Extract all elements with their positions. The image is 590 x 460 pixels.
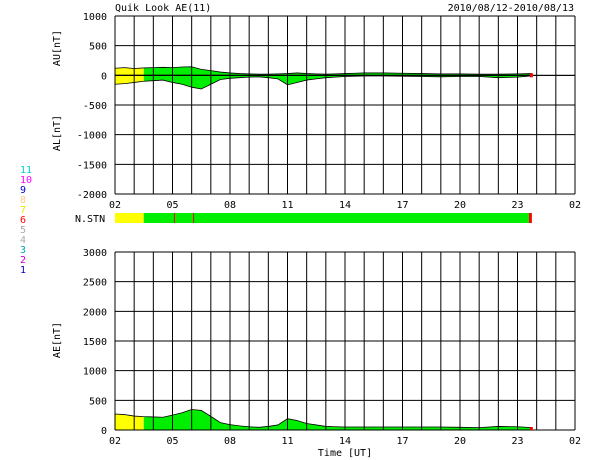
ae-panel: AE[nT] Time [UT] 3000 2500 2000 1500 1000 500… [52, 248, 581, 459]
au-al-series [115, 66, 533, 90]
ae-series [115, 409, 533, 430]
ae-ytick-label: 1000 [83, 367, 107, 378]
au-al-xtick-label: 20 [454, 200, 466, 211]
au-al-ytick-label: -500 [83, 101, 107, 112]
date-range: 2010/08/12-2010/08/13 [448, 3, 574, 14]
au-al-xtick-label: 17 [396, 200, 408, 211]
nstn-segment-red [529, 213, 532, 223]
ae-ytick-label: 500 [89, 396, 107, 407]
au-al-ytick-label: 500 [89, 42, 107, 53]
ae-area-yellow [115, 413, 144, 430]
nstn-segment-green [143, 213, 529, 223]
ae-yellow [115, 413, 144, 430]
ae-xtick-label: 23 [511, 436, 523, 447]
x-axis-title: Time [UT] [318, 448, 372, 459]
legend-station-6: 6 [20, 215, 26, 226]
ae-ytick-label: 0 [101, 426, 107, 437]
au-axis-label: AU[nT] [52, 30, 63, 66]
ae-xtick-label: 14 [339, 436, 351, 447]
al-area-yellow [115, 74, 144, 85]
legend-station-7: 7 [20, 205, 26, 216]
al-axis-label: AL[nT] [52, 115, 63, 151]
chart-title: Quik Look AE(11) [115, 3, 211, 14]
au-al-ytick-label: 0 [101, 71, 107, 82]
au-al-xtick-label: 14 [339, 200, 351, 211]
ae-xtick-label: 05 [166, 436, 178, 447]
nstn-segment-yellow [115, 213, 144, 223]
au-area [143, 66, 533, 76]
legend-station-10: 10 [20, 175, 32, 186]
ae-xtick-label: 20 [454, 436, 466, 447]
ae-green [143, 409, 533, 430]
au-al-xtick-label: 11 [281, 200, 293, 211]
au-al-ytick-label: -1000 [77, 131, 107, 142]
station-count-bar: N.STN [75, 213, 532, 225]
nstn-label: N.STN [75, 214, 105, 225]
legend-station-8: 8 [20, 195, 26, 206]
ae-axis-label: AE[nT] [52, 322, 63, 358]
au-area-yellow [115, 67, 144, 76]
legend-station-11: 11 [20, 165, 32, 176]
au-al-end-marker [529, 73, 533, 78]
au-al-xtick-label: 05 [166, 200, 178, 211]
au-al-green [143, 66, 533, 90]
ae-xtick-label: 17 [396, 436, 408, 447]
au-al-ytick-label: -2000 [77, 190, 107, 201]
ae-xtick-label: 08 [224, 436, 236, 447]
ae-ytick-label: 2500 [83, 278, 107, 289]
au-al-ytick-label: -1500 [77, 160, 107, 171]
ae-end-marker [529, 427, 533, 430]
legend-station-5: 5 [20, 225, 26, 236]
au-al-xtick-label: 02 [109, 200, 121, 211]
au-al-yellow [115, 67, 144, 85]
ae-ytick-label: 2000 [83, 307, 107, 318]
al-area [143, 74, 533, 90]
ae-ytick-label: 3000 [83, 248, 107, 259]
au-al-xtick-label: 23 [511, 200, 523, 211]
ae-xtick-label: 02 [569, 436, 581, 447]
legend-station-4: 4 [20, 235, 26, 246]
legend-station-1: 1 [20, 265, 26, 276]
ae-area [143, 409, 533, 430]
ae-ytick-label: 1500 [83, 337, 107, 348]
au-al-xtick-label: 02 [569, 200, 581, 211]
legend-station-3: 3 [20, 245, 26, 256]
au-al-panel: AU[nT] AL[nT] 1000 500 0 -500 -1000 -1500 -200… [52, 12, 581, 211]
ae-xtick-label: 11 [281, 436, 293, 447]
legend-station-9: 9 [20, 185, 26, 196]
legend-station-2: 2 [20, 255, 26, 266]
au-al-ytick-label: 1000 [83, 12, 107, 23]
au-al-xtick-label: 08 [224, 200, 236, 211]
ae-xtick-label: 02 [109, 436, 121, 447]
